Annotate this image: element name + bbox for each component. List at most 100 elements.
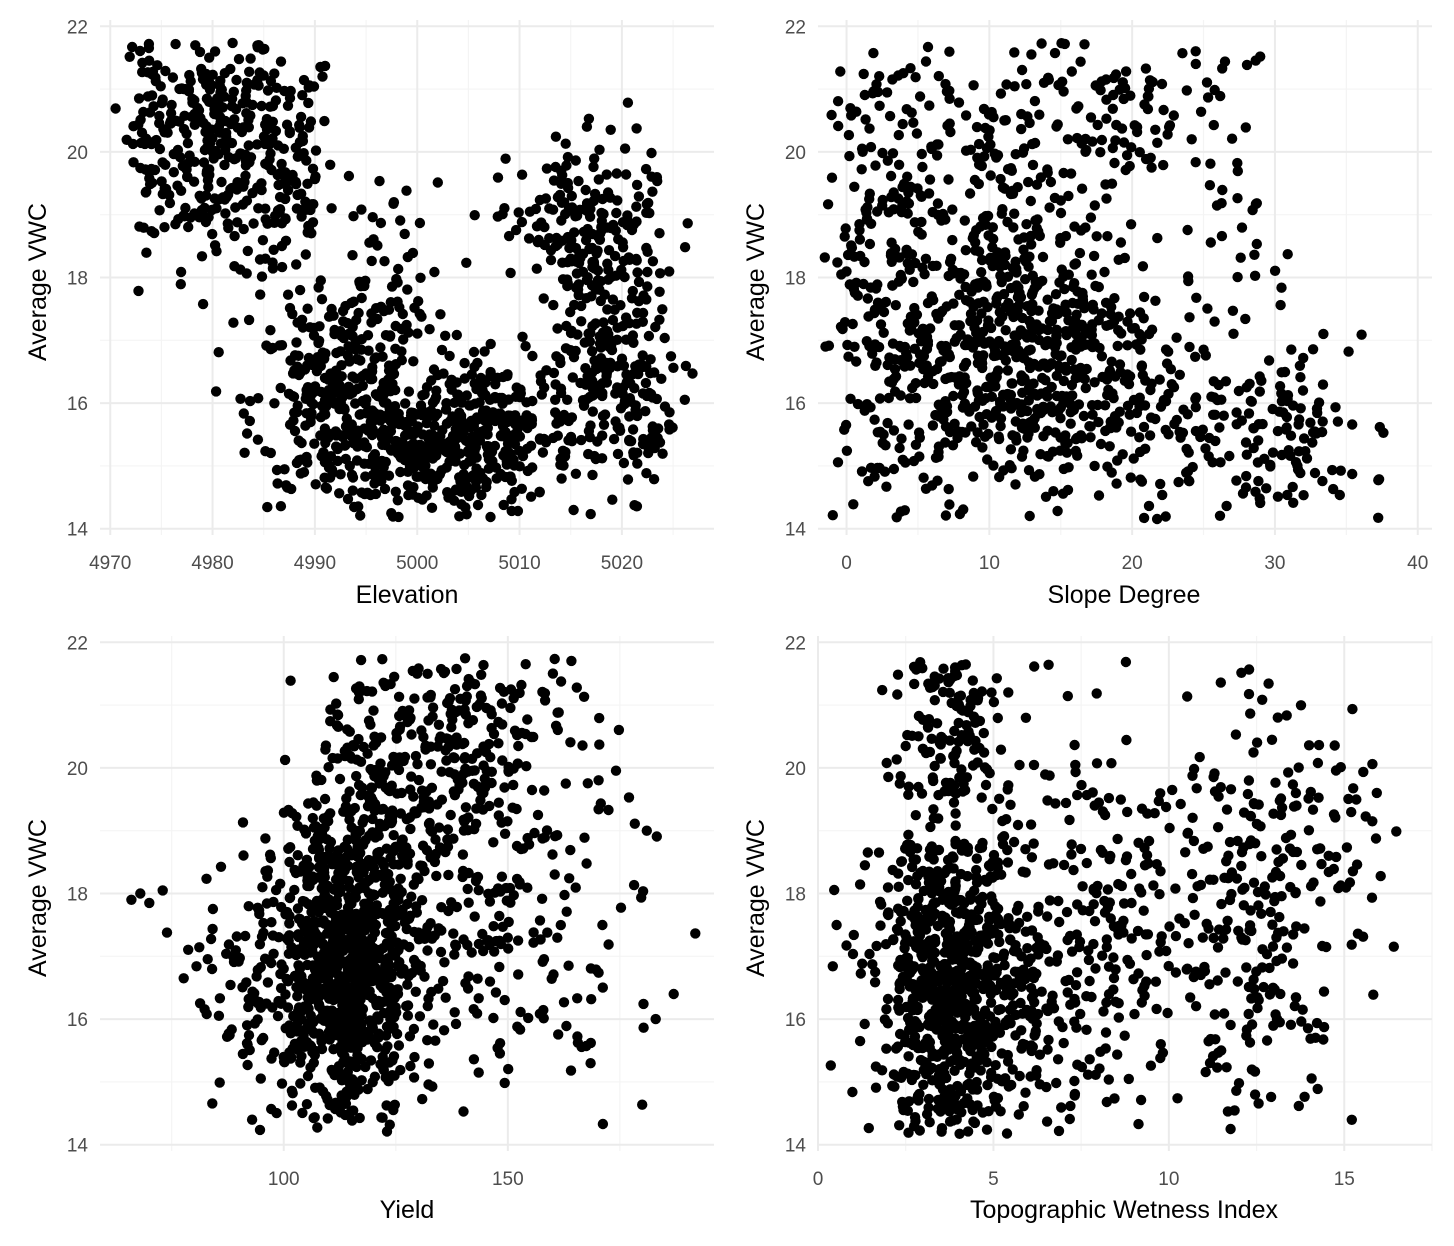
data-point: [361, 394, 372, 405]
y-tick-label: 18: [785, 269, 806, 290]
data-point: [582, 778, 593, 789]
data-point: [473, 428, 484, 439]
data-point: [581, 858, 592, 869]
data-point: [580, 184, 591, 196]
data-point: [534, 915, 546, 926]
data-point: [869, 414, 880, 425]
data-point: [1231, 407, 1242, 418]
data-point: [352, 842, 363, 853]
data-point: [1267, 447, 1279, 458]
data-point: [406, 729, 417, 740]
data-point: [1221, 500, 1232, 512]
data-point: [513, 740, 524, 752]
data-point: [515, 1006, 526, 1018]
data-point: [1184, 341, 1195, 353]
data-point: [1215, 457, 1226, 468]
data-point: [1050, 309, 1062, 320]
data-point: [856, 164, 867, 175]
data-point: [1136, 361, 1147, 372]
data-point: [618, 360, 630, 371]
data-point: [364, 966, 375, 977]
data-point: [410, 750, 422, 762]
data-point: [550, 131, 562, 142]
data-point: [1043, 451, 1054, 462]
data-point: [318, 879, 329, 890]
data-point: [1295, 403, 1306, 414]
data-point: [273, 932, 284, 943]
data-point: [207, 903, 219, 915]
data-point: [274, 204, 286, 215]
data-point: [1040, 491, 1052, 502]
data-point: [1048, 486, 1059, 497]
data-point: [290, 179, 302, 190]
data-point: [1093, 281, 1105, 293]
data-point: [657, 448, 668, 459]
data-point: [960, 245, 971, 256]
data-point: [404, 941, 415, 953]
data-point: [206, 963, 218, 975]
data-point: [548, 969, 559, 980]
data-point: [302, 992, 313, 1003]
data-point: [503, 230, 515, 242]
data-point: [477, 473, 489, 484]
data-point: [464, 456, 475, 467]
data-point: [448, 928, 459, 939]
data-point: [914, 91, 926, 102]
data-point: [641, 825, 652, 836]
data-point: [451, 663, 462, 675]
data-point: [933, 70, 944, 82]
data-point: [641, 207, 652, 218]
data-point: [899, 341, 911, 353]
data-point: [1000, 301, 1011, 313]
data-point: [390, 486, 401, 497]
x-axis-title: Slope Degree: [1048, 581, 1201, 609]
data-point: [308, 1112, 319, 1124]
data-point: [897, 118, 908, 130]
data-point: [292, 361, 303, 372]
data-point: [922, 339, 934, 350]
data-point: [419, 971, 430, 982]
data-point: [986, 1041, 997, 1053]
data-point: [199, 202, 210, 214]
data-point: [405, 823, 416, 835]
data-point: [609, 250, 621, 262]
data-point: [1282, 249, 1293, 260]
data-point: [324, 969, 335, 980]
data-point: [247, 187, 258, 199]
data-point: [885, 170, 897, 182]
data-point: [440, 404, 452, 415]
data-point: [1220, 376, 1232, 387]
data-point: [550, 394, 561, 405]
data-point: [399, 228, 410, 240]
data-point: [1096, 351, 1108, 362]
data-point: [1312, 407, 1323, 419]
data-point: [583, 113, 595, 125]
data-point: [1118, 137, 1130, 148]
data-point: [444, 456, 455, 467]
data-point: [276, 261, 288, 273]
data-point: [960, 281, 971, 293]
data-point: [325, 852, 336, 863]
data-point: [1011, 435, 1022, 446]
data-point: [241, 268, 252, 279]
data-point: [462, 482, 473, 493]
data-point: [379, 976, 390, 987]
data-point: [387, 1070, 398, 1081]
data-point: [254, 67, 265, 78]
data-point: [1058, 167, 1069, 179]
data-point: [261, 898, 273, 909]
data-point: [576, 434, 587, 446]
data-point: [448, 495, 460, 506]
data-point: [385, 330, 396, 341]
data-point: [648, 474, 660, 485]
data-point: [538, 1004, 549, 1016]
data-point: [359, 882, 370, 894]
x-tick-label: 5010: [498, 553, 540, 574]
data-point: [948, 390, 959, 402]
data-point: [402, 716, 413, 728]
data-point: [1198, 344, 1209, 355]
data-point: [590, 453, 601, 465]
data-point: [1191, 292, 1202, 303]
data-point: [1109, 293, 1120, 304]
